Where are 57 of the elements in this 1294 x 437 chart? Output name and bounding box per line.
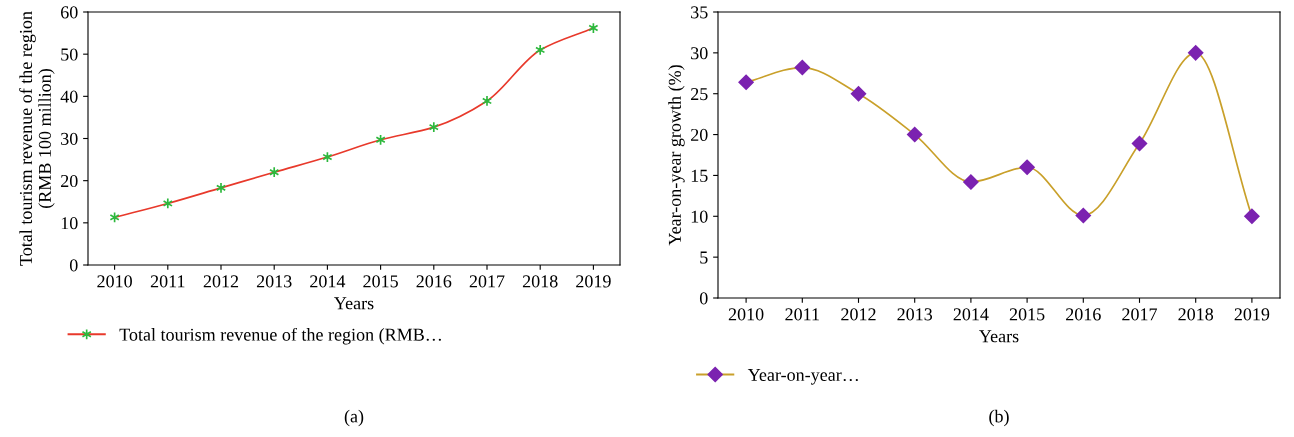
y-tick-label: 0 [699, 292, 708, 305]
point [215, 182, 227, 194]
x-tick-label: 2019 [576, 275, 611, 288]
x-tick-label: 2016 [1066, 308, 1101, 321]
y-tick-label: 25 [691, 88, 708, 101]
point [963, 174, 979, 190]
point [1019, 159, 1035, 175]
legend-label: Year-on-year… [747, 368, 858, 385]
point [794, 59, 811, 76]
y-tick-label: 20 [61, 174, 78, 188]
x-tick-label: 2010 [728, 308, 764, 321]
x-axis-title: Years [334, 297, 374, 310]
y-tick-label: 60 [61, 6, 78, 19]
x-tick-label: 2015 [1009, 308, 1045, 321]
y-tick-label: 40 [60, 90, 78, 103]
x-tick-label: 2018 [1178, 308, 1214, 321]
x-tick-label: 2014 [310, 275, 346, 288]
x-tick-label: 2010 [97, 275, 132, 288]
x-axis-title: Years [979, 330, 1019, 343]
y-tick-label: 10 [691, 210, 708, 223]
x-tick-label: 2012 [203, 275, 239, 288]
x-tick-label: 2019 [1234, 308, 1270, 321]
x-tick-label: 2015 [363, 275, 398, 288]
x-tick-label: 2011 [785, 308, 819, 321]
point [269, 166, 280, 178]
y-tick-label: 30 [61, 132, 78, 145]
x-tick-label: 2011 [150, 275, 185, 288]
x-tick-label: 2016 [416, 275, 452, 288]
x-tick-label: 2017 [1122, 308, 1158, 321]
point [1244, 208, 1260, 224]
point [906, 126, 923, 143]
point [1187, 45, 1204, 61]
x-tick-label: 2012 [841, 308, 876, 321]
legend-label: Total tourism revenue of the region (RMB… [119, 327, 441, 345]
x-tick-label: 2013 [897, 308, 933, 321]
x-tick-label: 2013 [256, 275, 292, 288]
y-tick-label: 20 [691, 128, 708, 142]
y-axis-title: Year-on-year growth (%) [668, 65, 685, 246]
y-tick-label: 0 [69, 259, 78, 272]
y-tick-label: 35 [691, 6, 708, 19]
text: (a) [344, 409, 364, 427]
point [850, 86, 867, 102]
point [428, 121, 439, 133]
y-tick-label: 5 [700, 251, 708, 264]
x-tick-label: 2014 [953, 308, 989, 321]
y-tick-label: 30 [691, 47, 708, 60]
y-tick-label: 15 [691, 169, 708, 182]
y-axis-title: Total tourism revenue of the region (RMB 100 million) [19, 11, 55, 266]
y-tick-label: 10 [61, 217, 78, 230]
point [535, 44, 546, 56]
x-tick-label: 2017 [469, 275, 505, 288]
point [1075, 207, 1092, 224]
point [738, 74, 754, 90]
point [1131, 135, 1148, 152]
text: (b) [989, 409, 1009, 427]
y-tick-label: 50 [61, 48, 78, 61]
x-tick-label: 2018 [522, 275, 558, 288]
